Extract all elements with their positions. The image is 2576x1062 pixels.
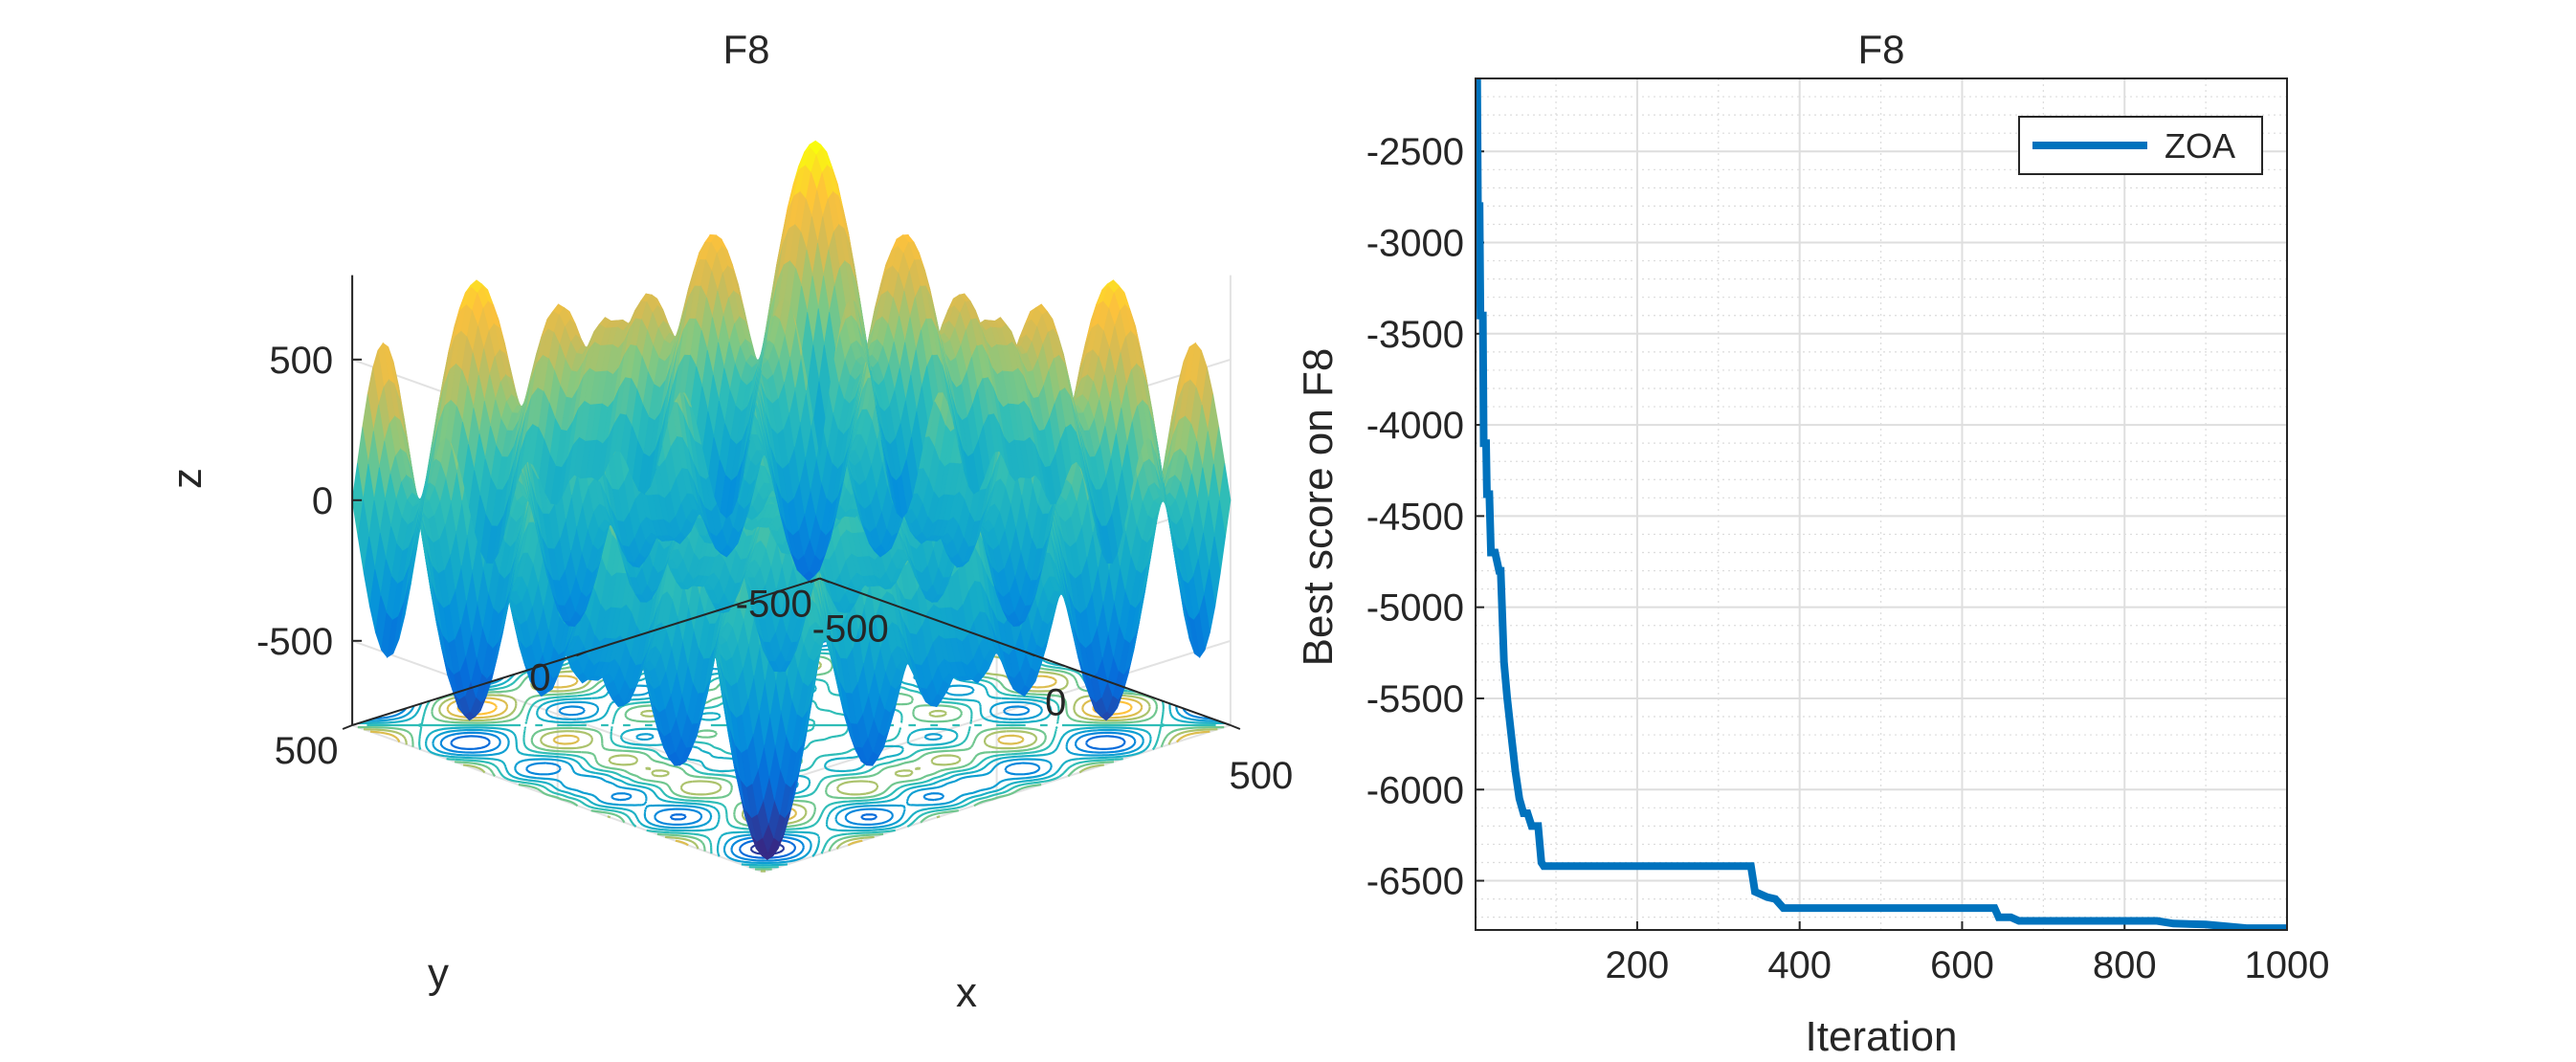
surface-mesh (351, 140, 1232, 860)
